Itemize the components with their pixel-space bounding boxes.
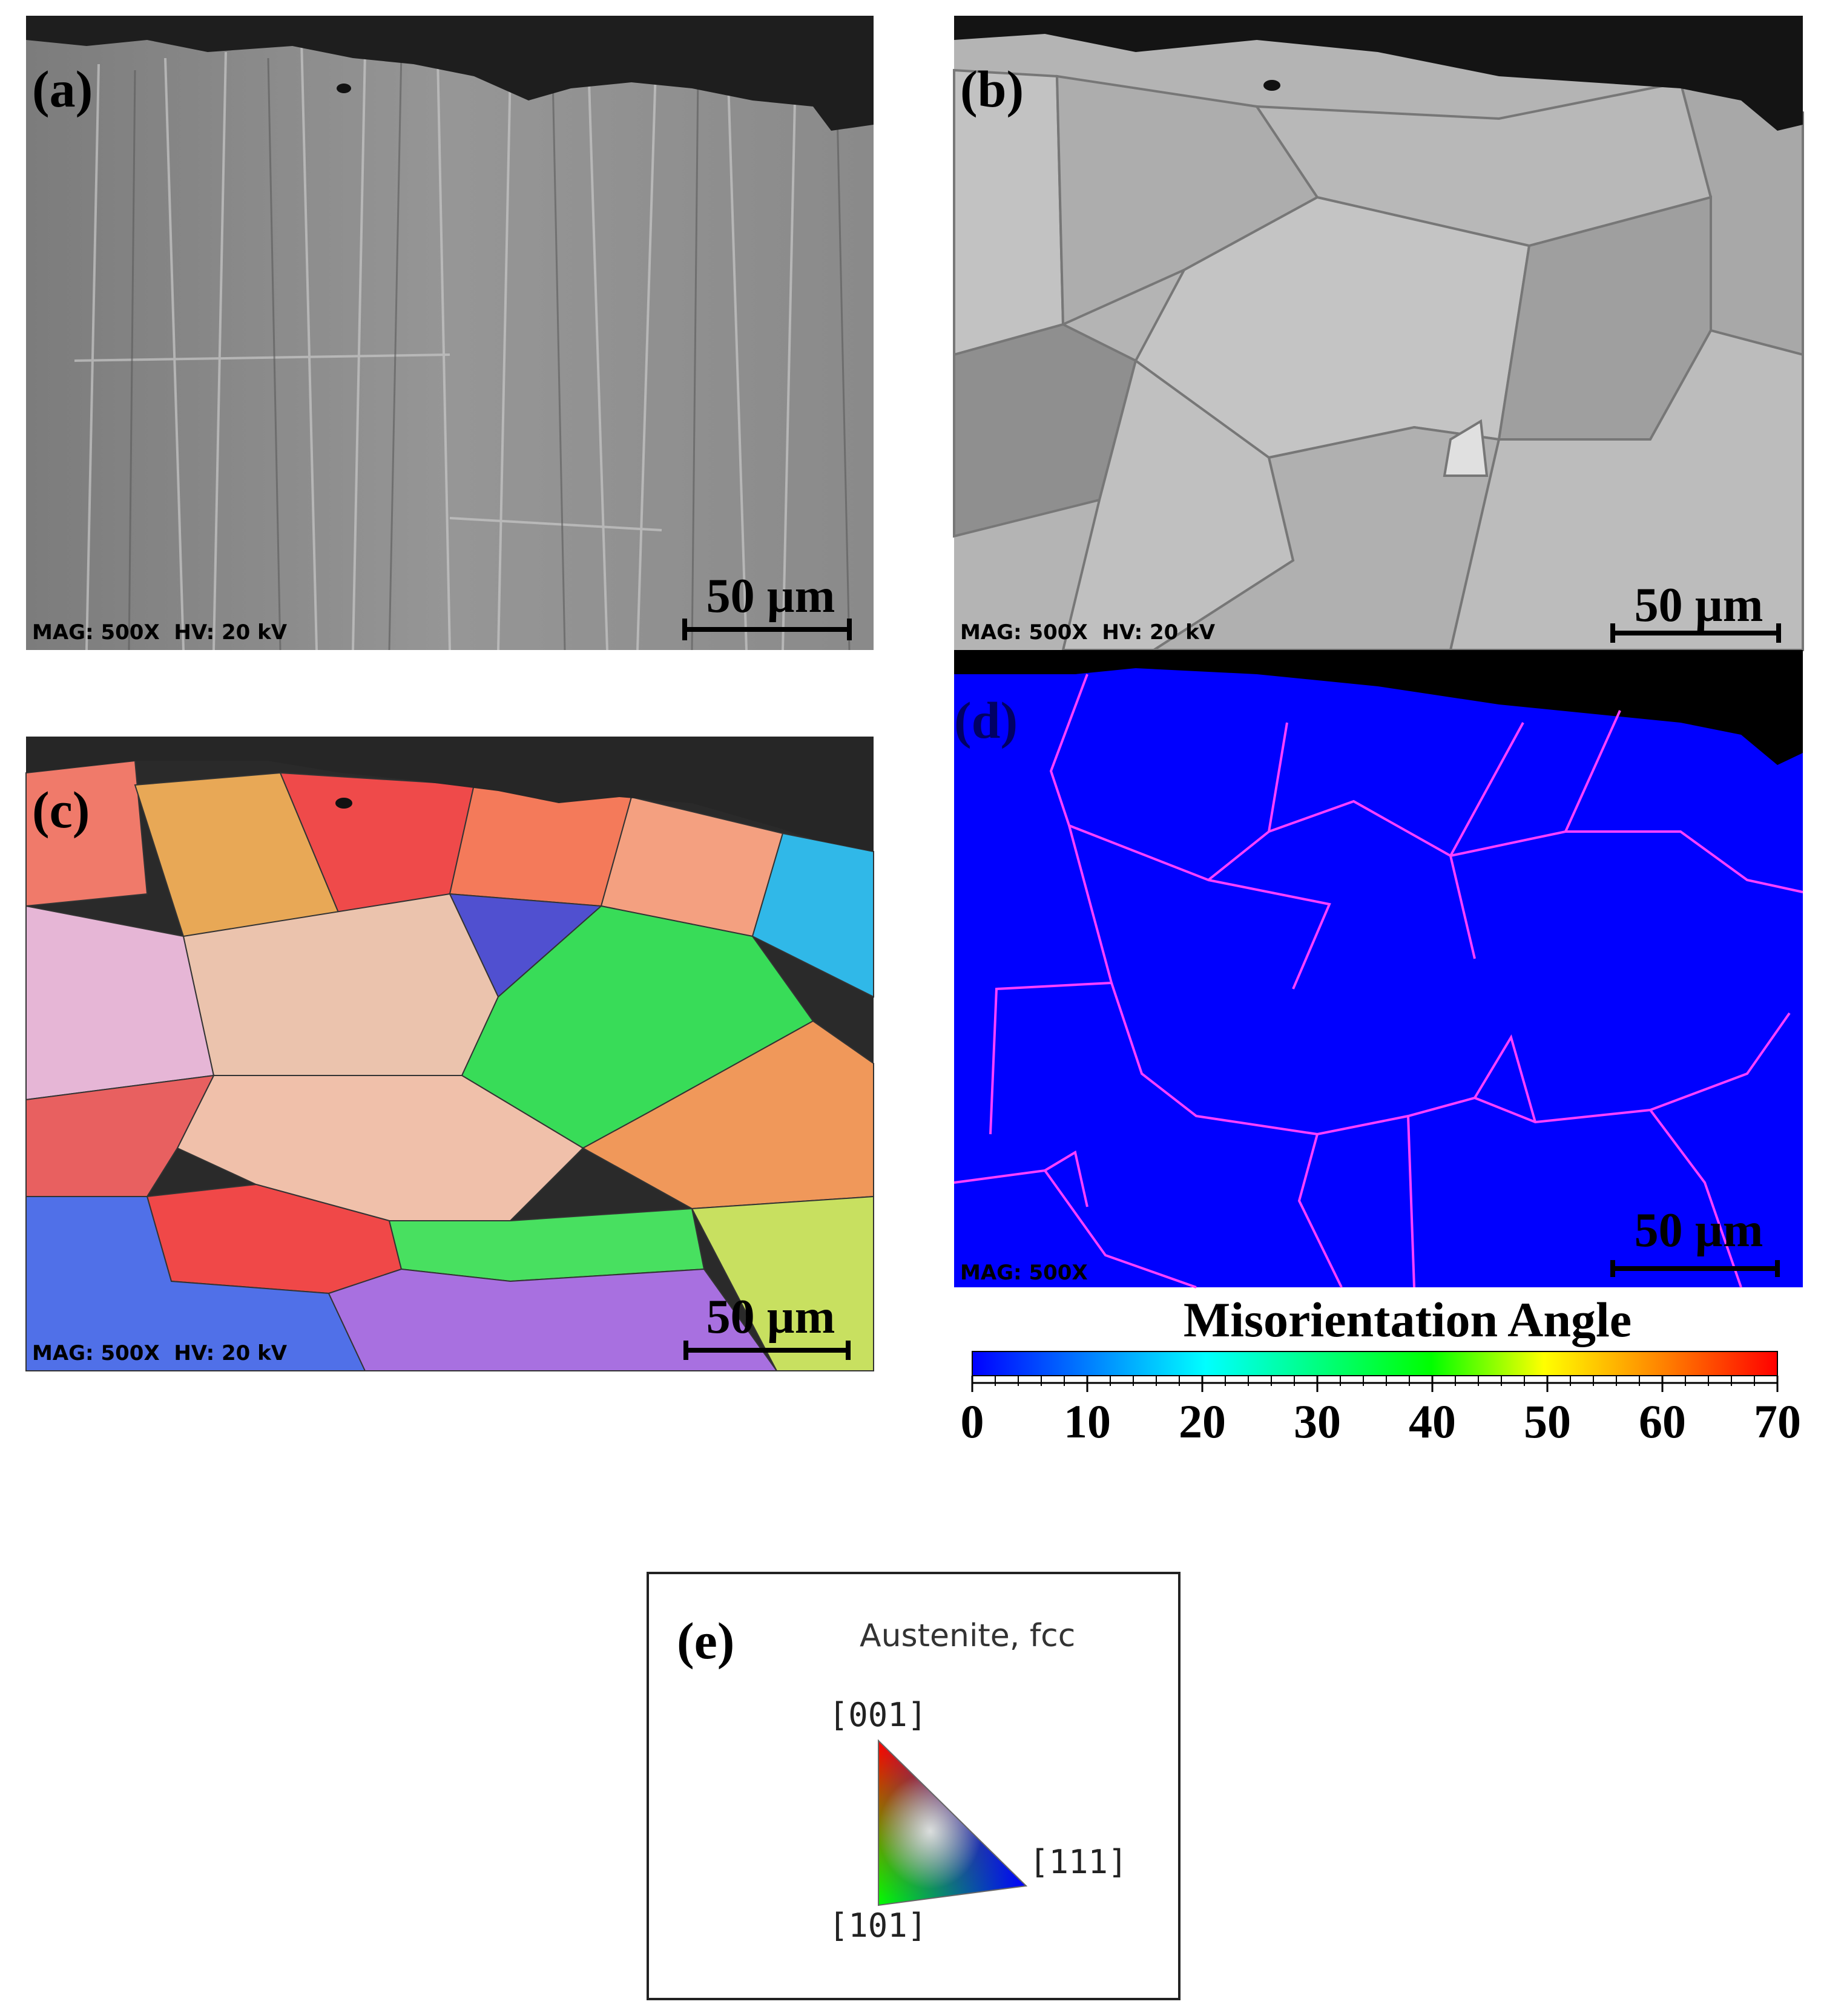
panel-label: (e) (677, 1612, 734, 1670)
misorientation-map (954, 650, 1803, 1287)
sample-edge (954, 650, 1803, 765)
tick-label: 40 (1409, 1395, 1456, 1448)
tick-label: 10 (1064, 1395, 1111, 1448)
panel-label: (d) (954, 691, 1018, 749)
tick-label: 70 (1754, 1395, 1801, 1448)
grain-boundaries (953, 674, 1803, 1289)
sample-edge (26, 16, 874, 131)
pore (335, 798, 352, 809)
info: MAG: 500X HV: 20 kV (32, 1341, 288, 1365)
panel-d: (d) MAG: 500X 50 µm (953, 650, 1803, 1289)
grains (25, 760, 874, 1371)
scale-bar (1610, 623, 1781, 643)
direction-label: [001] (829, 1696, 927, 1734)
scale-bar-label: 50 µm (1635, 579, 1763, 632)
panel-label: (b) (960, 60, 1024, 118)
sample-edge (26, 737, 874, 852)
panel-label: (a) (32, 60, 93, 118)
direction-label: [101] (829, 1906, 927, 1945)
scale-bar (683, 1341, 851, 1360)
scale-bar-label: 50 µm (706, 570, 835, 623)
scale-bar (682, 619, 852, 640)
scale-bar (1610, 1260, 1780, 1277)
panel-c: (c) MAG: 500X HV: 20 kV 50 µm (25, 737, 874, 1371)
scale-bar-label: 50 µm (706, 1290, 835, 1344)
texture (74, 39, 796, 651)
tick-label: 50 (1524, 1395, 1571, 1448)
tick-label: 20 (1179, 1395, 1226, 1448)
scale-bar-label: 50 µm (1635, 1204, 1763, 1257)
direction-label: [111] (1029, 1843, 1128, 1881)
panel-e: (e) Austenite, fcc [001] [111] [101] (647, 1572, 1181, 2000)
tick-label: 0 (961, 1395, 984, 1448)
ipf-triangle (878, 1739, 1028, 1906)
panel-a: (a) MAG: 500X HV: 20 kV 50 µm (26, 16, 874, 651)
info: MAG: 500X HV: 20 kV (960, 620, 1216, 645)
info: MAG: 500X HV: 20 kV (32, 620, 288, 645)
pore (1263, 80, 1280, 91)
colorbar: Misorientation Angle 0 10 20 30 40 50 60 70 (961, 1292, 1802, 1448)
panel-b: (b) MAG: 500X HV: 20 kV 50 µm (953, 16, 1804, 651)
pore (337, 84, 351, 93)
info: MAG: 500X (960, 1261, 1088, 1285)
panel-label: (c) (32, 781, 90, 839)
sem-image (26, 16, 874, 650)
colorbar-bar (972, 1351, 1778, 1376)
texture (128, 51, 851, 651)
grains (953, 68, 1804, 651)
phase-label: Austenite, fcc (860, 1618, 1075, 1654)
tick-label: 60 (1639, 1395, 1686, 1448)
tick-label: 30 (1294, 1395, 1341, 1448)
sample-edge (954, 16, 1803, 131)
colorbar-title: Misorientation Angle (1184, 1292, 1632, 1347)
